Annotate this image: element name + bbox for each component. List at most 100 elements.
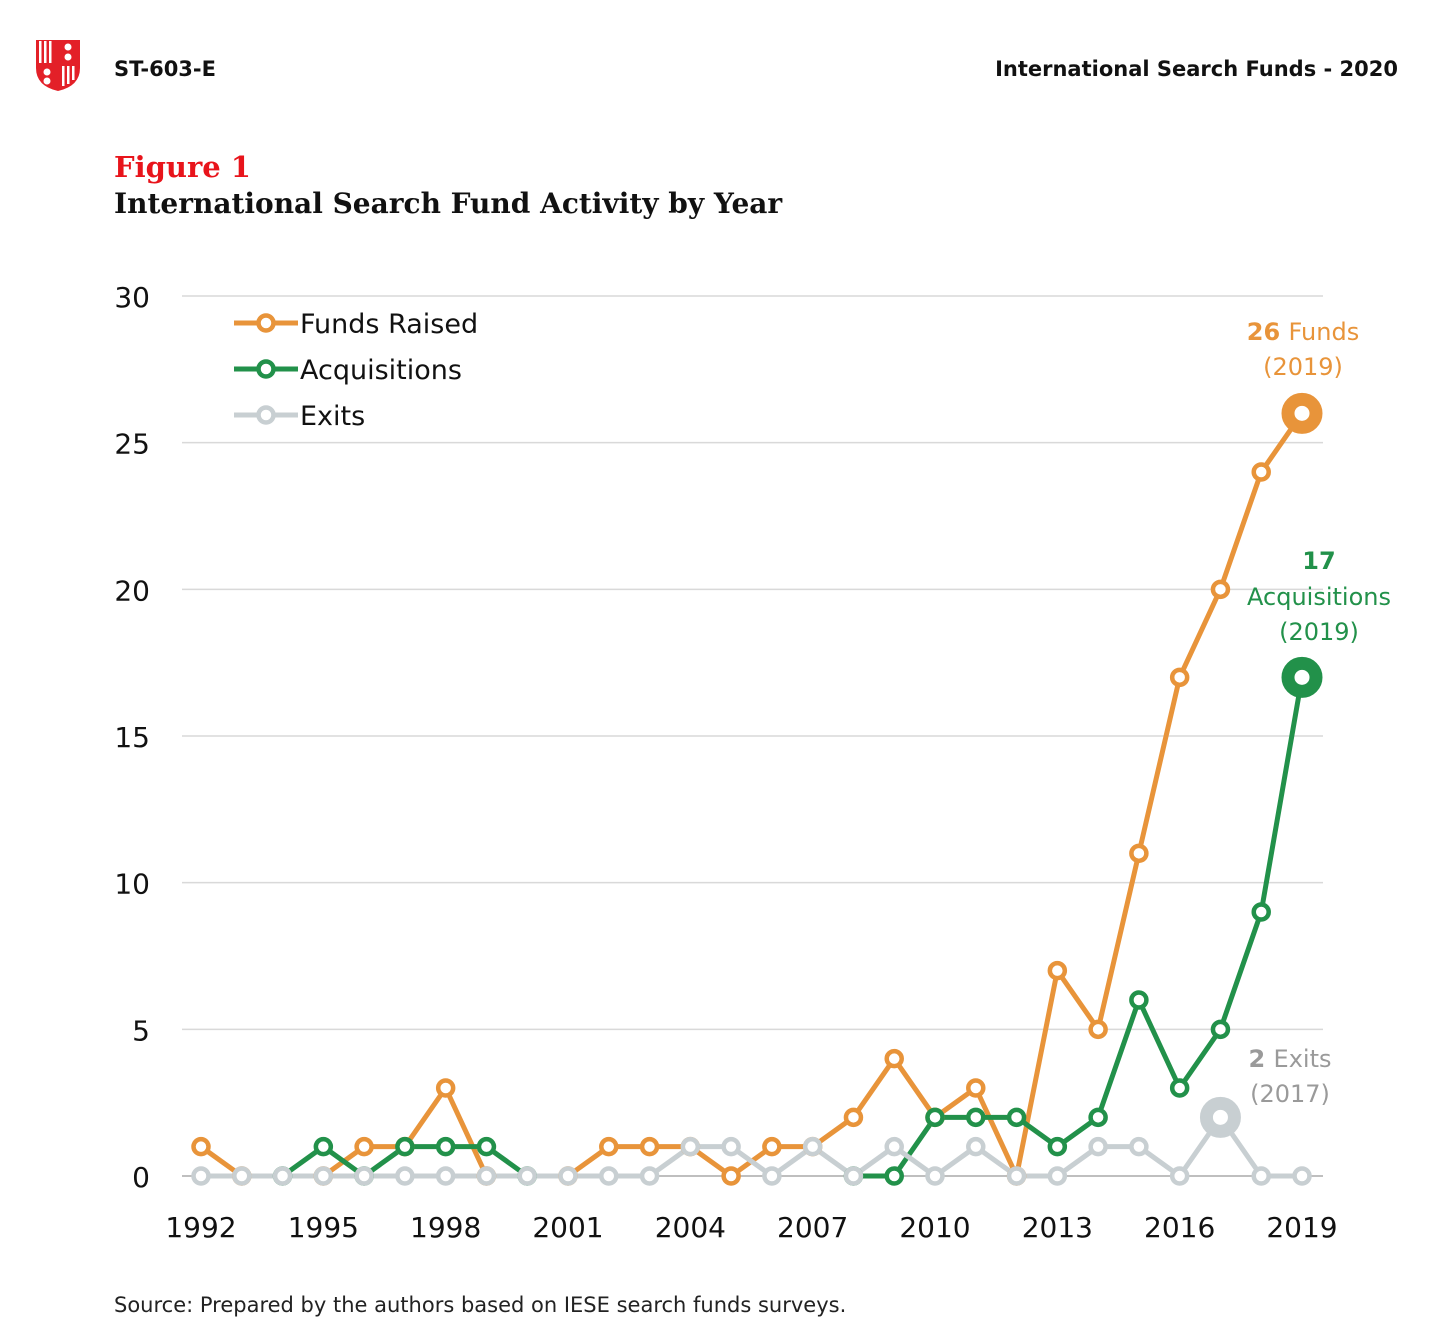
data-point-acq — [1281, 656, 1323, 698]
data-point-exits — [639, 1166, 660, 1186]
figure-label: Figure 1 — [114, 150, 251, 184]
data-point-funds — [1088, 1019, 1108, 1040]
y-tick-label: 15 — [114, 721, 150, 754]
data-point-exits — [802, 1136, 823, 1157]
y-tick-label: 25 — [114, 428, 150, 461]
x-tick-label: 2016 — [1144, 1211, 1215, 1244]
data-point-funds — [843, 1107, 864, 1128]
data-point-funds — [1251, 462, 1271, 482]
data-point-exits — [925, 1166, 945, 1186]
data-point-exits — [1169, 1166, 1190, 1186]
legend-label: Funds Raised — [300, 309, 478, 340]
annotation-value: 17 — [1302, 547, 1335, 575]
data-point-exits — [1199, 1096, 1241, 1138]
data-point-exits — [762, 1166, 782, 1186]
data-point-exits — [680, 1136, 701, 1157]
y-tick-label: 0 — [132, 1161, 150, 1194]
x-tick-label: 2010 — [899, 1211, 970, 1244]
y-tick-label: 30 — [114, 281, 150, 314]
figure-title: International Search Fund Activity by Ye… — [114, 187, 783, 220]
annotation-label: 2 Exits — [1248, 1045, 1331, 1073]
data-point-exits — [1047, 1166, 1068, 1186]
x-tick-label: 2001 — [532, 1211, 603, 1244]
legend-marker-funds — [256, 313, 276, 333]
y-tick-label: 5 — [132, 1014, 150, 1047]
annotation-year: (2019) — [1263, 353, 1343, 381]
data-point-funds — [762, 1136, 782, 1157]
annotation-year: (2019) — [1279, 618, 1359, 646]
annotation-label: Acquisitions — [1247, 583, 1391, 611]
data-point-acq — [1006, 1107, 1027, 1128]
data-point-acq — [1129, 990, 1149, 1010]
data-point-acq — [435, 1136, 456, 1157]
data-point-acq — [966, 1107, 986, 1128]
legend-label: Exits — [300, 401, 365, 432]
data-point-funds — [639, 1136, 660, 1157]
series-line-acq — [853, 676, 1305, 1179]
data-point-funds — [1210, 579, 1231, 600]
data-point-exits — [599, 1166, 619, 1186]
data-point-acq — [1169, 1078, 1190, 1098]
annotation-label: 26 Funds — [1247, 318, 1359, 346]
shield-logo-icon — [36, 40, 80, 91]
data-point-exits — [1006, 1166, 1027, 1186]
data-point-exits — [354, 1166, 374, 1186]
data-point-exits — [966, 1136, 986, 1157]
data-point-funds — [1169, 667, 1190, 688]
y-tick-label: 10 — [114, 868, 150, 901]
data-point-acq — [1047, 1136, 1068, 1157]
document-code: ST-603-E — [114, 57, 216, 81]
x-tick-label: 2007 — [777, 1211, 848, 1244]
data-point-funds — [1129, 843, 1149, 864]
data-point-funds — [599, 1136, 619, 1157]
series-line-funds — [566, 411, 1305, 1179]
data-point-acq — [395, 1136, 415, 1157]
data-point-acq — [884, 1166, 904, 1186]
data-point-funds — [1047, 960, 1068, 981]
x-tick-label: 1998 — [410, 1211, 481, 1244]
legend-marker-exits — [256, 405, 276, 425]
data-point-funds — [435, 1078, 456, 1098]
data-point-acq — [925, 1107, 945, 1128]
source-note: Source: Prepared by the authors based on… — [114, 1293, 847, 1317]
document-title: International Search Funds - 2020 — [995, 57, 1398, 81]
y-tick-label: 20 — [114, 574, 150, 607]
x-tick-label: 1992 — [165, 1211, 236, 1244]
data-point-acq — [1210, 1019, 1231, 1040]
x-tick-label: 2013 — [1022, 1211, 1093, 1244]
x-tick-label: 2019 — [1266, 1211, 1337, 1244]
data-point-exits — [558, 1166, 578, 1186]
data-point-exits — [1088, 1136, 1108, 1157]
data-point-funds — [354, 1136, 374, 1157]
series-line-exits — [201, 1114, 1302, 1179]
data-point-exits — [517, 1166, 537, 1186]
data-point-acq — [1088, 1107, 1108, 1128]
data-point-exits — [1129, 1136, 1149, 1157]
data-point-acq — [1251, 902, 1271, 922]
data-point-exits — [884, 1136, 904, 1157]
data-point-exits — [1251, 1166, 1271, 1186]
data-point-exits — [721, 1136, 741, 1157]
data-point-exits — [843, 1166, 864, 1186]
data-point-exits — [395, 1166, 415, 1186]
data-point-acq — [476, 1136, 497, 1157]
data-point-funds — [721, 1166, 741, 1186]
x-tick-label: 1995 — [288, 1211, 359, 1244]
data-point-acq — [313, 1136, 334, 1157]
data-point-exits — [476, 1166, 497, 1186]
x-tick-label: 2004 — [655, 1211, 726, 1244]
data-point-exits — [191, 1166, 211, 1186]
data-point-funds — [191, 1136, 211, 1157]
data-point-exits — [1292, 1166, 1312, 1186]
annotation-year: (2017) — [1250, 1080, 1330, 1108]
data-point-funds — [966, 1078, 986, 1098]
data-point-exits — [313, 1166, 334, 1186]
legend-label: Acquisitions — [300, 355, 462, 386]
data-point-exits — [232, 1166, 252, 1186]
data-point-funds — [884, 1048, 904, 1069]
legend-marker-acq — [256, 359, 276, 379]
data-point-exits — [435, 1166, 456, 1186]
data-point-funds — [1281, 392, 1323, 434]
data-point-exits — [272, 1166, 293, 1186]
